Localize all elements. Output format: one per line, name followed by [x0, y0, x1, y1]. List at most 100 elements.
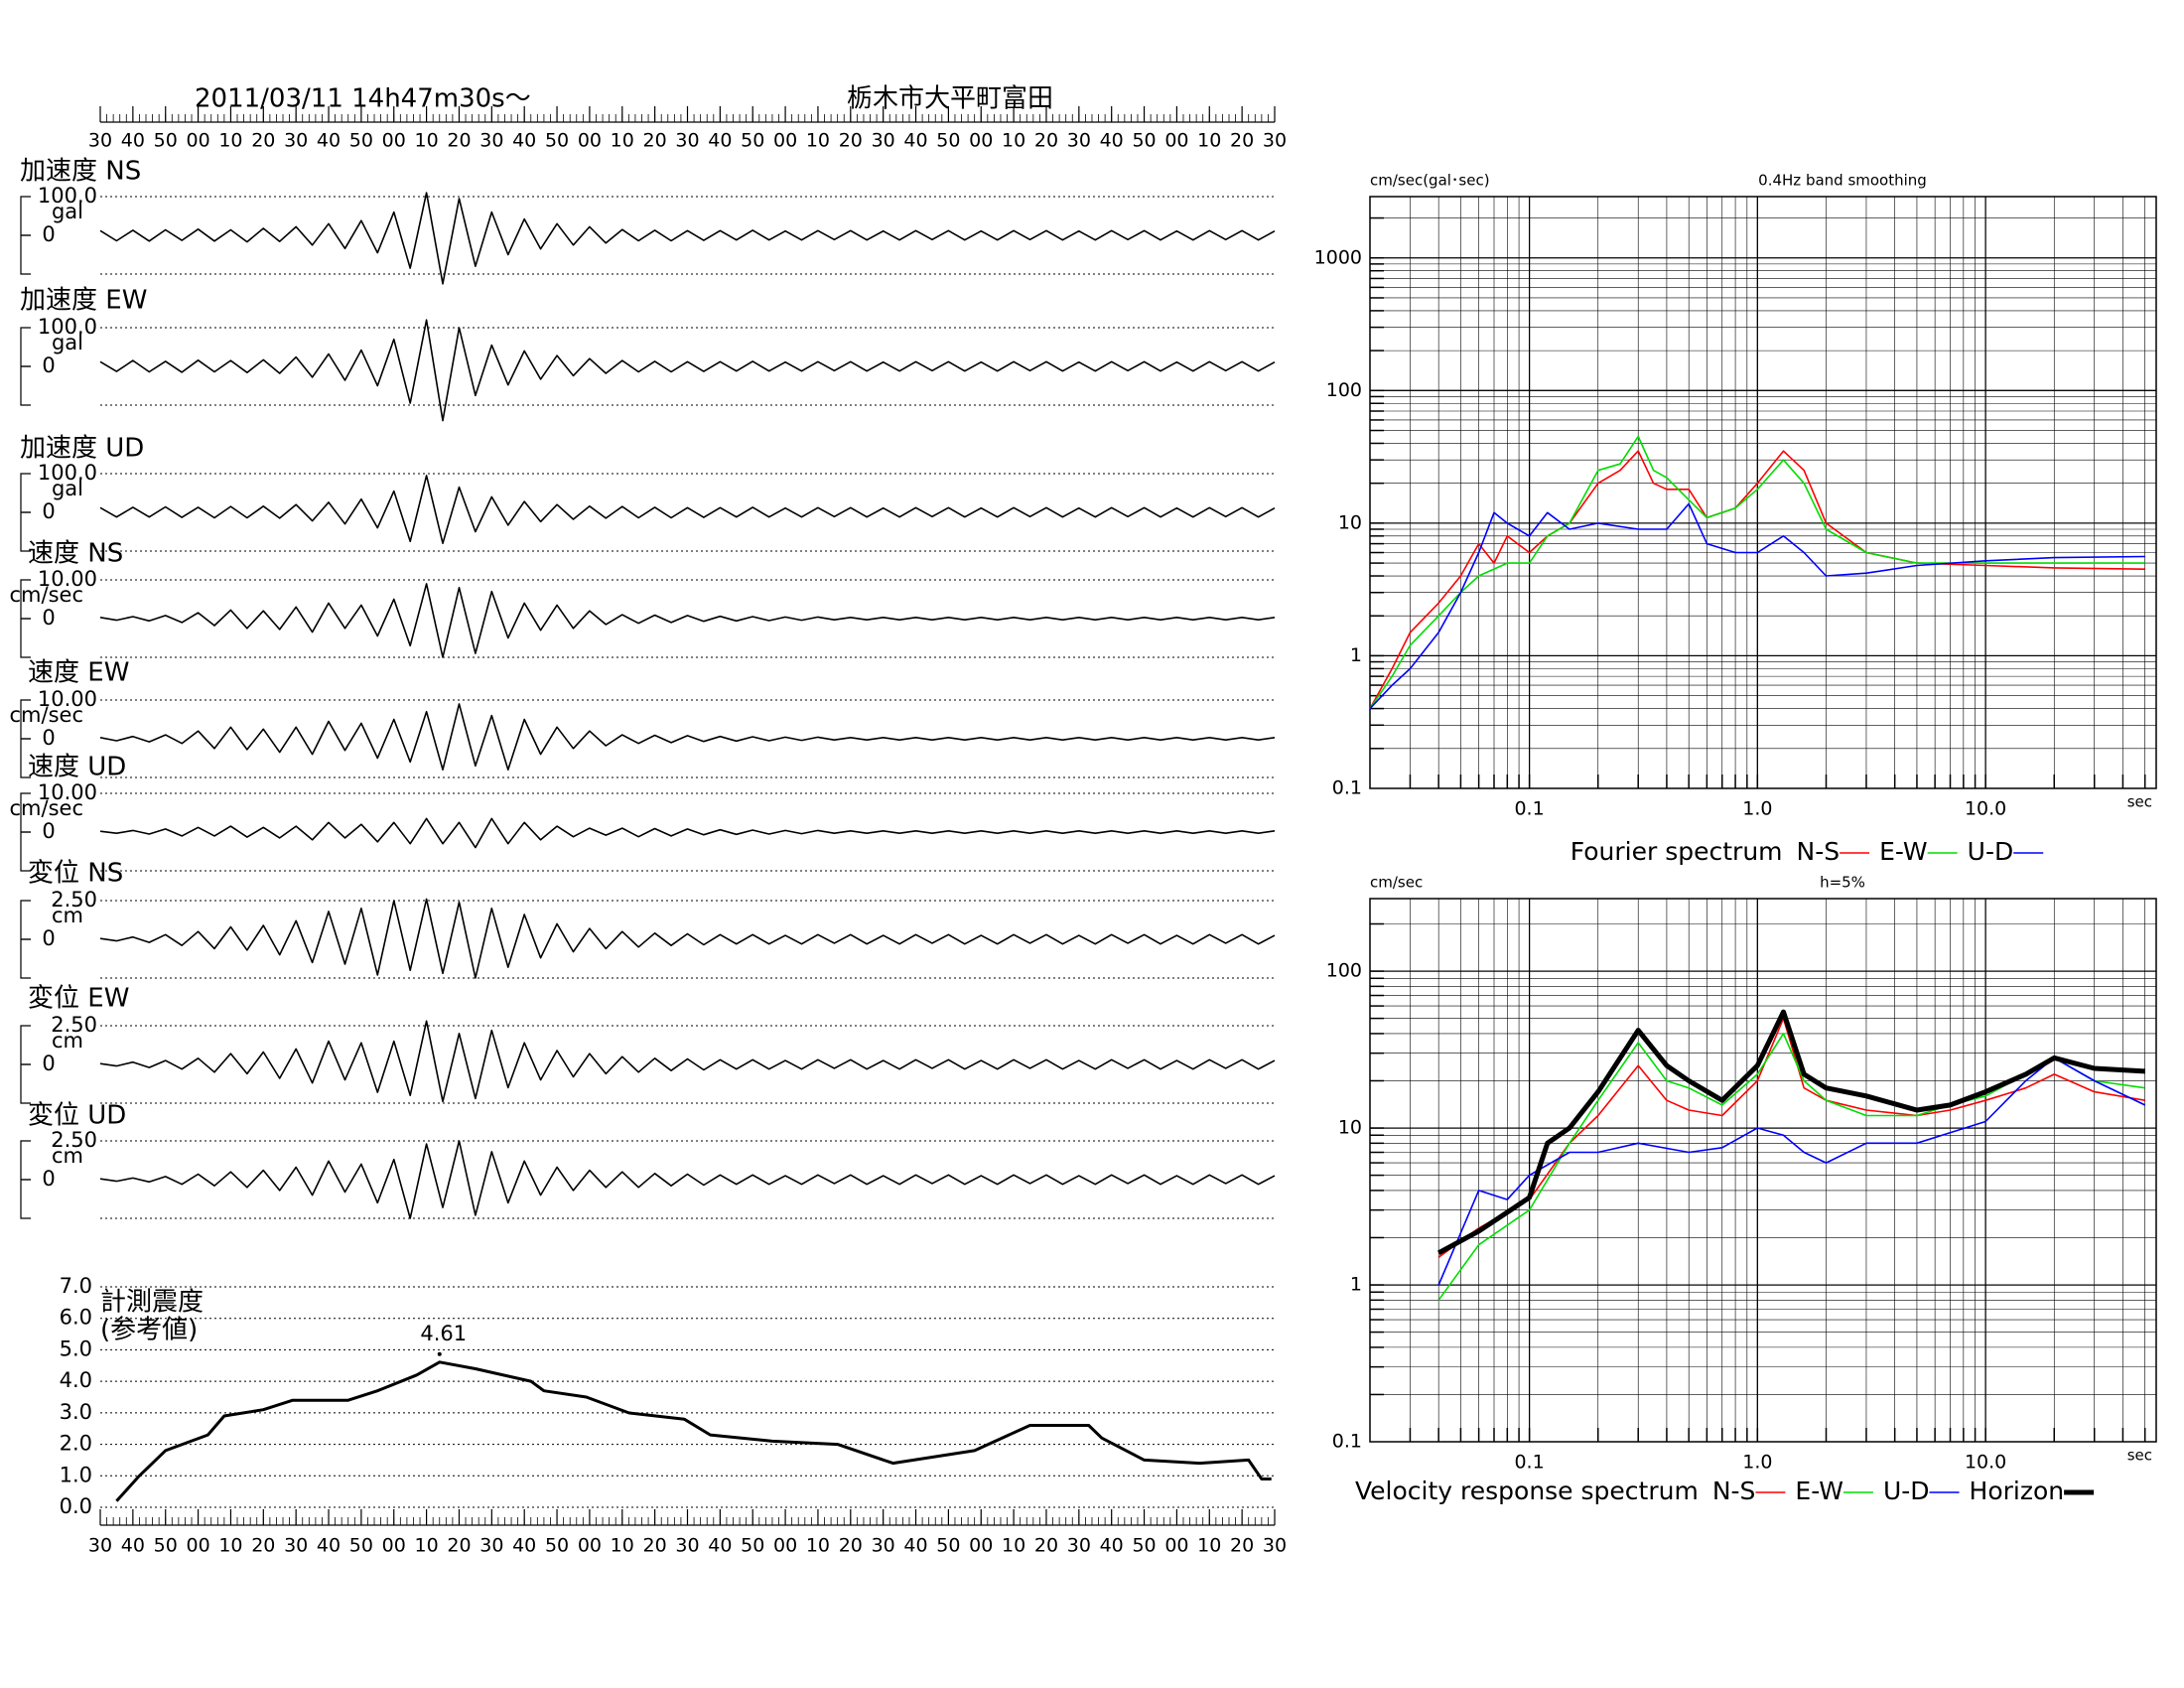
- x-tick-label: 50: [349, 130, 373, 152]
- waveform: [99, 475, 1276, 544]
- plot-frame: [1369, 898, 2157, 1443]
- x-tick-label: 00: [186, 1535, 209, 1557]
- y-tick-label: 100: [1326, 960, 1362, 982]
- x-tick-label: 30: [284, 130, 308, 152]
- x-tick-label: 10.0: [1965, 1452, 2006, 1474]
- x-tick-label: 40: [1100, 1535, 1124, 1557]
- x-tick-label: 30: [675, 130, 699, 152]
- x-tick-label: 10: [611, 1535, 634, 1557]
- legend-label: E-W: [1879, 837, 1928, 866]
- intensity-title: 計測震度: [100, 1288, 204, 1318]
- intensity-subtitle: (参考値): [100, 1316, 198, 1345]
- unit-label: cm: [52, 904, 83, 927]
- y-unit: cm/sec: [1370, 874, 1423, 892]
- x-tick-label: 30: [1067, 1535, 1091, 1557]
- y-tick-label: 2.0: [60, 1432, 92, 1456]
- y-tick-label: 1.0: [60, 1463, 92, 1486]
- plot-frame: [1369, 196, 2157, 789]
- x-tick-label: 40: [708, 1535, 732, 1557]
- header-station: 栃木市大平町富田: [847, 84, 1053, 114]
- legend-title: Fourier spectrum: [1570, 837, 1783, 866]
- header-date: 2011/03/11 14h47m30s～: [195, 84, 531, 114]
- waveform: [99, 1020, 1276, 1103]
- x-tick-label: 10: [415, 1535, 439, 1557]
- x-tick-label: 10: [1197, 130, 1221, 152]
- x-tick-label: 30: [675, 1535, 699, 1557]
- x-tick-label: 00: [773, 1535, 797, 1557]
- x-tick-label: 20: [447, 130, 471, 152]
- legend-title: Velocity response spectrum: [1355, 1477, 1699, 1505]
- y-tick-label: 5.0: [60, 1336, 92, 1360]
- zero-label: 0: [42, 1167, 55, 1191]
- unit-label: gal: [52, 477, 83, 500]
- x-tick-label: 00: [382, 1535, 406, 1557]
- legend-label: E-W: [1795, 1477, 1843, 1505]
- zero-label: 0: [42, 353, 55, 377]
- x-tick-label: 40: [317, 130, 341, 152]
- spectrum-line: [1437, 1009, 2145, 1255]
- x-tick-label: 40: [512, 130, 536, 152]
- waveform: [99, 898, 1276, 979]
- y-unit: cm/sec(gal･sec): [1370, 172, 1490, 190]
- unit-label: gal: [52, 200, 83, 223]
- unit-label: cm/sec: [10, 583, 83, 607]
- x-tick-label: 10.0: [1965, 798, 2006, 820]
- panel-label: 加速度 EW: [20, 286, 147, 316]
- scale-label: 10.00: [38, 687, 97, 711]
- unit-label: cm: [52, 1144, 83, 1168]
- x-tick-label: 30: [88, 130, 112, 152]
- x-tick-label: 50: [154, 1535, 178, 1557]
- unit-label: cm: [52, 1029, 83, 1053]
- x-tick-label: 30: [872, 1535, 895, 1557]
- x-tick-label: 50: [154, 130, 178, 152]
- y-tick-label: 0.1: [1332, 1431, 1362, 1453]
- x-tick-label: 10: [218, 130, 242, 152]
- waveform: [99, 1140, 1276, 1219]
- x-tick-label: 50: [741, 130, 764, 152]
- x-tick-label: 20: [447, 1535, 471, 1557]
- spectrum-line: [1369, 435, 2145, 710]
- intensity-line: [115, 1360, 1272, 1502]
- zero-label: 0: [42, 926, 55, 950]
- x-tick-label: 30: [479, 130, 503, 152]
- x-tick-label: 20: [643, 1535, 667, 1557]
- x-tick-label: 20: [839, 1535, 863, 1557]
- legend-label: N-S: [1712, 1477, 1756, 1505]
- legend-label: U-D: [1968, 837, 2014, 866]
- zero-label: 0: [42, 222, 55, 246]
- x-tick-label: 40: [317, 1535, 341, 1557]
- x-tick-label: 00: [773, 130, 797, 152]
- x-tick-label: 00: [186, 130, 209, 152]
- x-tick-label: 20: [1230, 1535, 1254, 1557]
- note: h=5%: [1820, 874, 1865, 892]
- x-tick-label: 40: [121, 130, 145, 152]
- spectrum-line: [1369, 502, 2145, 710]
- x-tick-label: 50: [936, 1535, 960, 1557]
- zero-label: 0: [42, 1052, 55, 1075]
- x-tick-label: 10: [218, 1535, 242, 1557]
- scale-label: 100.0: [38, 461, 97, 485]
- x-tick-label: 50: [545, 1535, 569, 1557]
- x-tick-label: 00: [1164, 130, 1188, 152]
- x-tick-label: 00: [578, 130, 602, 152]
- zero-label: 0: [42, 819, 55, 843]
- scale-label: 2.50: [51, 888, 97, 912]
- x-tick-label: 40: [903, 1535, 927, 1557]
- x-tick-label: 50: [349, 1535, 373, 1557]
- waveform: [99, 192, 1276, 285]
- panel-label: 加速度 UD: [20, 434, 144, 464]
- y-tick-label: 1: [1350, 644, 1362, 666]
- x-tick-label: 20: [1034, 130, 1058, 152]
- x-tick-label: 30: [872, 130, 895, 152]
- zero-label: 0: [42, 499, 55, 523]
- x-tick-label: 30: [1067, 130, 1091, 152]
- x-tick-label: 0.1: [1514, 1452, 1544, 1474]
- x-unit: sec: [2127, 1447, 2152, 1465]
- x-tick-label: 00: [578, 1535, 602, 1557]
- x-tick-label: 20: [251, 1535, 275, 1557]
- peak-marker: [437, 1351, 442, 1356]
- x-tick-label: 00: [969, 1535, 993, 1557]
- waveform: [99, 583, 1276, 658]
